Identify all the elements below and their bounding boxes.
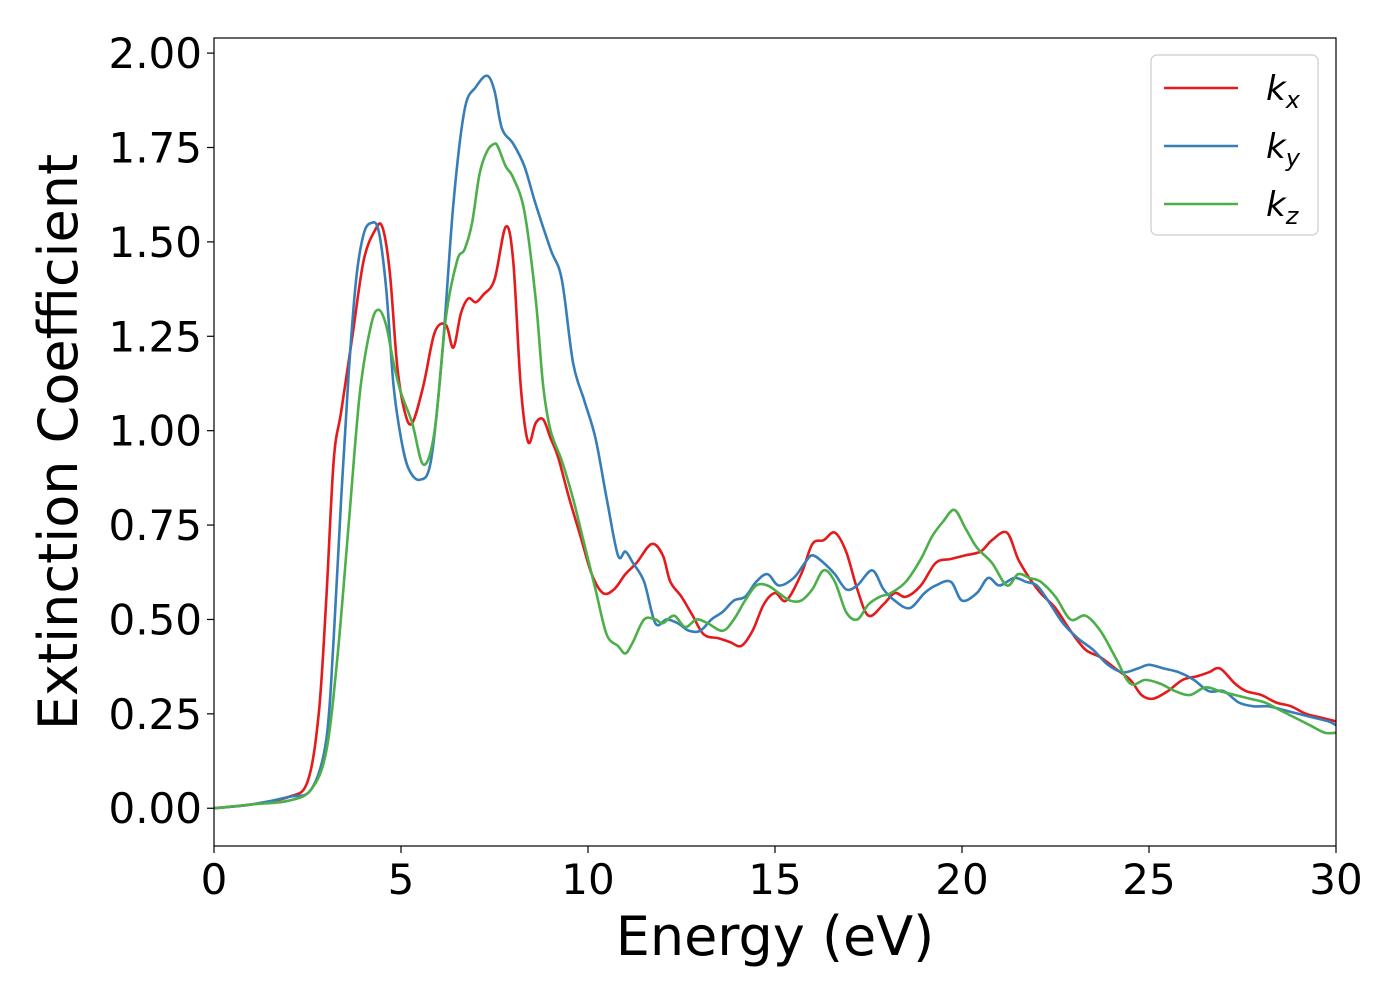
legend-entries: kx ky kz <box>1164 69 1301 230</box>
x-tick-label: 25 <box>1122 855 1175 904</box>
y-tick-label: 2.00 <box>108 29 202 78</box>
y-tick-label: 0.50 <box>108 595 202 644</box>
legend: kx ky kz <box>1150 54 1319 236</box>
x-tick-label: 10 <box>561 855 614 904</box>
x-tick-label: 5 <box>388 855 415 904</box>
y-tick-label: 0.00 <box>108 784 202 833</box>
y-tick-label: 1.50 <box>108 218 202 267</box>
series-line-k-y <box>214 74 1336 810</box>
y-tick-label: 0.25 <box>108 690 202 739</box>
y-tick-label: 1.00 <box>108 407 202 456</box>
series-line-k-z <box>214 142 1336 810</box>
legend-label: kz <box>1266 185 1300 230</box>
series-line-k-x <box>214 222 1336 810</box>
legend-label: kx <box>1266 69 1301 114</box>
y-tick-label: 1.25 <box>108 312 202 361</box>
y-axis-title: Extinction Coefficient <box>27 154 90 730</box>
x-tick-label: 30 <box>1309 855 1362 904</box>
x-axis-ticks: 0 5 10 15 20 25 30 <box>201 846 1363 904</box>
legend-label: ky <box>1266 127 1301 172</box>
x-tick-label: 15 <box>748 855 801 904</box>
x-axis-title: Energy (eV) <box>616 905 935 968</box>
series-layer <box>214 74 1336 810</box>
y-tick-label: 1.75 <box>108 123 202 172</box>
y-tick-label: 0.75 <box>108 501 202 550</box>
y-axis-ticks: 0.00 0.25 0.50 0.75 1.00 1.25 1.50 1.75 2.00 <box>108 29 214 833</box>
x-tick-label: 0 <box>201 855 228 904</box>
x-tick-label: 20 <box>935 855 988 904</box>
